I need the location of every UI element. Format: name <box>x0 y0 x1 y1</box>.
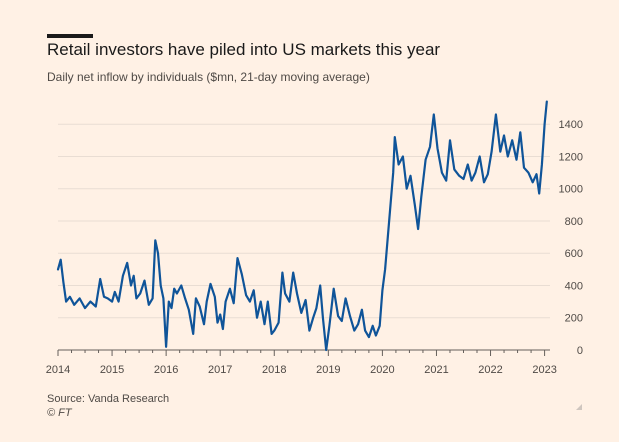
x-tick-label: 2016 <box>154 364 178 376</box>
y-axis-labels: 0 200 400 600 800 1000 1200 1400 <box>559 119 583 357</box>
x-tick-label: 2023 <box>532 364 556 376</box>
series-line-net-inflow <box>56 100 548 352</box>
y-tick-label: 1400 <box>559 119 583 131</box>
x-tick-label: 2021 <box>424 364 448 376</box>
x-tick-label: 2017 <box>208 364 232 376</box>
x-axis-labels: 2014 2015 2016 2017 2018 2019 2020 2021 2022 2023 <box>46 364 557 376</box>
y-tick-label: 0 <box>577 345 583 357</box>
x-tick-label: 2022 <box>478 364 502 376</box>
series <box>56 100 548 352</box>
x-tick-label: 2014 <box>46 364 70 376</box>
y-tick-label: 600 <box>565 248 583 260</box>
y-tick-label: 400 <box>565 280 583 292</box>
y-tick-label: 1000 <box>559 184 583 196</box>
grid-lines <box>58 123 550 319</box>
x-tick-label: 2019 <box>316 364 340 376</box>
resize-handle-icon[interactable] <box>576 404 582 410</box>
chart-title: Retail investors have piled into US mark… <box>47 40 441 59</box>
x-axis <box>57 349 550 356</box>
x-tick-label: 2020 <box>370 364 394 376</box>
title-accent-bar <box>47 34 93 38</box>
ft-credit: © FT <box>47 407 72 419</box>
y-tick-label: 200 <box>565 313 583 325</box>
source-note: Source: Vanda Research <box>47 393 170 405</box>
x-tick-label: 2015 <box>100 364 124 376</box>
x-tick-label: 2018 <box>262 364 286 376</box>
y-tick-label: 800 <box>565 216 583 228</box>
y-tick-label: 1200 <box>559 151 583 163</box>
chart-subtitle: Daily net inflow by individuals ($mn, 21… <box>47 70 370 84</box>
